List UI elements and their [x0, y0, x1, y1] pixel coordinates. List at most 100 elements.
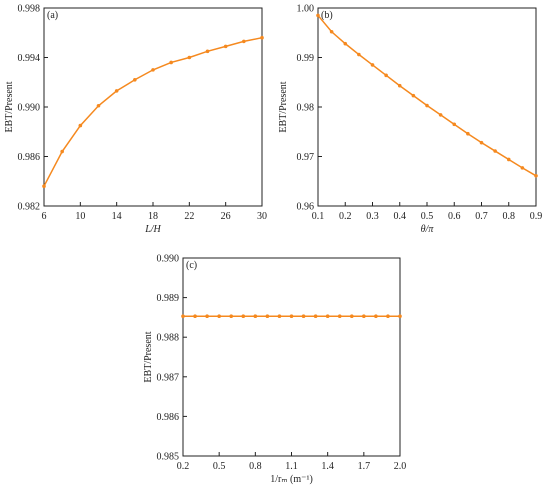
x-tick-label: 6: [42, 211, 47, 222]
x-tick-label: 0.3: [366, 211, 379, 222]
data-point: [316, 13, 320, 18]
data-point: [438, 113, 443, 117]
panel-label: (a): [47, 10, 58, 21]
y-tick-label: 0.989: [157, 293, 180, 304]
x-tick-label: 1.1: [285, 461, 298, 472]
data-point: [325, 314, 330, 319]
data-point: [187, 55, 192, 60]
x-tick-label: 0.8: [249, 461, 262, 472]
y-tick-label: 0.99: [297, 53, 315, 64]
data-point: [534, 174, 538, 178]
y-tick-label: 0.982: [18, 202, 41, 213]
data-point: [229, 314, 234, 319]
x-tick-label: 1.4: [321, 461, 334, 472]
data-point: [357, 52, 361, 57]
data-point: [42, 184, 46, 188]
data-point: [374, 314, 378, 319]
data-point: [151, 68, 155, 72]
data-point: [78, 123, 83, 128]
x-tick-label: 0.1: [312, 211, 325, 222]
data-point: [398, 314, 402, 319]
data-point: [60, 149, 64, 154]
data-point: [452, 122, 457, 127]
data-point: [289, 314, 294, 319]
data-point: [313, 314, 318, 319]
data-point: [133, 77, 137, 82]
y-axis-label: EBT/Present: [143, 331, 154, 382]
x-tick-label: 10: [75, 211, 85, 222]
data-line: [43, 36, 263, 187]
data-point: [169, 60, 173, 65]
x-tick-label: 0.8: [503, 211, 516, 222]
y-axis-label: EBT/Present: [278, 81, 289, 132]
x-tick-label: 0.5: [421, 211, 434, 222]
data-point: [193, 314, 197, 319]
data-point: [223, 44, 228, 49]
x-tick-label: 22: [184, 211, 194, 222]
data-point: [337, 314, 342, 319]
x-axis-label: 1/rₘ (m⁻¹): [270, 474, 313, 485]
x-tick-label: 18: [148, 211, 158, 222]
data-point: [466, 131, 470, 136]
data-point: [241, 314, 246, 319]
x-tick-label: 26: [221, 211, 231, 222]
plot-frame: [43, 7, 263, 207]
data-point: [479, 140, 484, 145]
data-point: [520, 166, 525, 170]
data-point: [301, 314, 306, 319]
data-point: [343, 41, 348, 46]
data-point: [349, 314, 354, 319]
data-point: [329, 29, 334, 34]
data-point: [114, 89, 119, 93]
x-tick-label: 0.9: [530, 211, 543, 222]
data-point: [386, 314, 390, 319]
data-point: [181, 314, 185, 319]
x-tick-label: 30: [257, 211, 267, 222]
data-point: [96, 103, 101, 108]
data-point: [265, 314, 270, 319]
y-tick-label: 0.985: [157, 452, 180, 463]
data-point: [205, 49, 210, 54]
data-point: [425, 103, 429, 108]
panel-label: (b): [321, 10, 333, 21]
data-point: [260, 35, 264, 40]
x-tick-label: 2.0: [394, 461, 407, 472]
y-tick-label: 1.00: [297, 4, 315, 15]
x-tick-label: 0.4: [394, 211, 407, 222]
data-point: [411, 93, 416, 98]
x-tick-label: 0.5: [213, 461, 226, 472]
y-tick-label: 0.990: [157, 254, 180, 265]
x-axis-label: L/H: [144, 224, 161, 235]
y-tick-label: 0.990: [18, 103, 41, 114]
panel-label: (c): [186, 260, 197, 271]
x-tick-label: 0.2: [177, 461, 190, 472]
y-tick-label: 0.97: [297, 152, 315, 163]
x-axis-label: θ/π: [421, 224, 435, 235]
data-point: [217, 314, 221, 319]
x-tick-label: 0.6: [448, 211, 461, 222]
x-tick-label: 14: [112, 211, 122, 222]
data-line: [317, 14, 537, 177]
y-tick-label: 0.96: [297, 202, 315, 213]
plot-frame: [182, 257, 401, 457]
y-tick-label: 0.987: [157, 372, 180, 383]
data-point: [370, 63, 375, 67]
data-point: [253, 314, 258, 319]
y-tick-label: 0.988: [157, 333, 180, 344]
y-tick-label: 0.98: [297, 103, 315, 114]
data-point: [506, 157, 511, 162]
x-tick-label: 0.2: [339, 211, 352, 222]
data-point: [277, 314, 282, 319]
data-point: [205, 314, 209, 319]
data-point: [397, 83, 402, 88]
y-tick-label: 0.986: [18, 152, 41, 163]
data-point: [384, 73, 388, 78]
y-tick-label: 0.998: [18, 4, 41, 15]
data-point: [362, 314, 366, 319]
data-point: [493, 149, 497, 153]
data-point: [242, 39, 246, 44]
x-tick-label: 0.7: [475, 211, 488, 222]
x-tick-label: 1.7: [358, 461, 371, 472]
y-axis-label: EBT/Present: [4, 81, 15, 132]
